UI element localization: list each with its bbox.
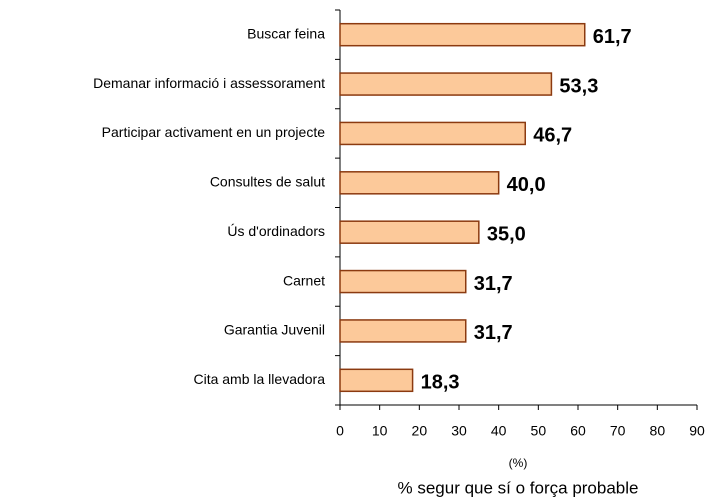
bar [339,319,467,343]
value-label: 61,7 [593,26,632,48]
bar [339,220,480,244]
bar [339,368,414,393]
value-label: 31,7 [474,273,513,295]
bar [339,22,586,47]
x-axis-label: (%) [509,456,528,470]
x-tick-label: 80 [650,423,666,439]
category-label: Consultes de salut [210,174,325,190]
bar [339,171,500,195]
bar [339,269,467,294]
x-tick-label: 60 [570,423,586,439]
value-label: 18,3 [421,372,460,394]
x-tick-label: 30 [451,423,467,439]
value-label: 31,7 [474,322,513,344]
category-label: Garantia Juvenil [224,322,325,338]
x-tick-label: 20 [412,423,428,439]
x-tick-label: 90 [689,423,705,439]
value-label: 40,0 [507,174,546,196]
x-tick-label: 10 [372,423,388,439]
axis-note: % segur que sí o força probable [398,478,639,497]
category-label: Carnet [283,272,325,288]
category-label: Cita amb la llevadora [193,371,325,387]
x-tick-label: 50 [531,423,547,439]
bar [339,121,526,146]
category-label: Ús d'ordinadors [227,223,325,239]
value-label: 53,3 [559,75,598,97]
x-tick-label: 40 [491,423,507,439]
x-tick-label: 70 [610,423,626,439]
bar [339,72,553,96]
value-label: 35,0 [487,223,526,245]
value-label: 46,7 [533,125,572,147]
category-label: Demanar informació i assessorament [93,75,325,91]
x-tick-label: 0 [336,423,344,439]
category-label: Buscar feina [247,25,325,41]
category-label: Participar activament en un projecte [102,124,326,140]
